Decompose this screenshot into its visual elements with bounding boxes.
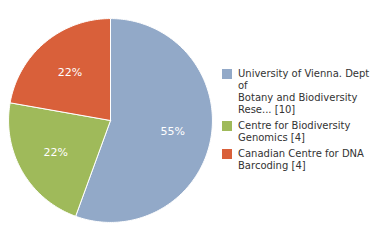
svg-text:22%: 22%: [44, 146, 68, 159]
svg-text:55%: 55%: [161, 125, 185, 138]
html-text:Canadian Centre for DNA Barcod: Canadian Centre for DNA Barcoding [4]: [238, 148, 364, 171]
html-text:Centre for Biodiversity Genomi: Centre for Biodiversity Genomics [4]: [238, 120, 351, 143]
html-text:University of Vienna. Dept of: University of Vienna. Dept of Botany and…: [238, 68, 370, 115]
svg-text:22%: 22%: [58, 66, 82, 79]
